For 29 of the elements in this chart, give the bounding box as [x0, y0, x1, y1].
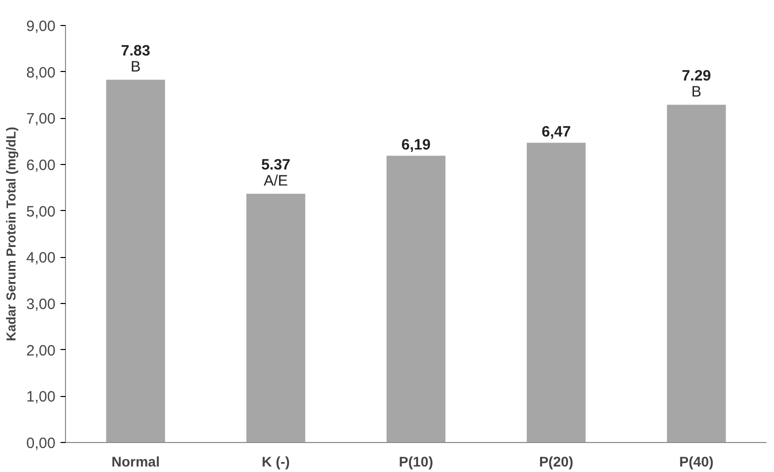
x-tick-label: Normal [111, 454, 160, 470]
data-label: 6,19 [401, 136, 431, 154]
y-tick-label: 8,00 [26, 64, 56, 82]
bar [106, 80, 166, 442]
bar [526, 142, 586, 442]
annotation: A/E [264, 172, 288, 190]
annotation: B [691, 84, 702, 101]
data-label: 7.83 [121, 42, 150, 60]
bar [386, 156, 446, 442]
x-tick-label: P(40) [679, 454, 714, 470]
y-axis-title: Kadar Serum Protein Total (mg/dL) [3, 126, 18, 342]
y-tick-label: 3,00 [26, 296, 56, 313]
y-tick-label: 6,00 [26, 157, 56, 174]
x-tick-label: P(20) [539, 454, 574, 470]
y-tick-label: 0,00 [26, 435, 56, 452]
y-tick-label: 1,00 [26, 388, 56, 406]
x-tick-label: K (-) [262, 454, 290, 470]
y-tick-label: 9,00 [26, 18, 56, 35]
y-tick-label: 5,00 [26, 203, 56, 220]
data-label: 7.29 [682, 68, 712, 85]
x-tick-label: P(10) [398, 454, 434, 470]
data-label: 5.37 [261, 156, 290, 174]
data-label: 6,47 [542, 124, 571, 141]
y-tick-label: 2,00 [26, 342, 56, 360]
bar [246, 194, 306, 442]
annotation: B [130, 58, 141, 76]
y-tick-label: 4,00 [26, 250, 56, 267]
bar [666, 104, 726, 442]
y-tick-label: 7,00 [26, 110, 56, 128]
